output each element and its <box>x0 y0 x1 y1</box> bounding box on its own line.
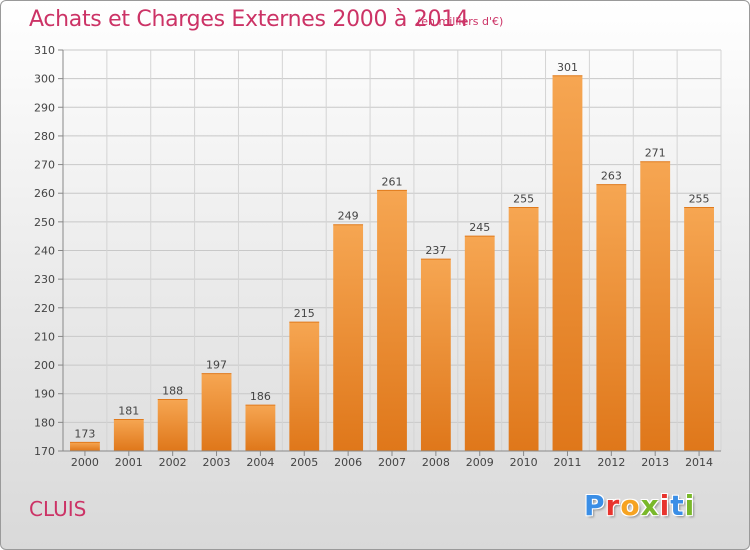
x-tick-label: 2014 <box>685 456 713 469</box>
chart-title: Achats et Charges Externes 2000 à 2014 <box>29 7 469 32</box>
logo-letter: i <box>659 489 671 522</box>
data-label: 255 <box>513 193 534 206</box>
data-label: 237 <box>425 244 446 257</box>
data-label: 249 <box>338 210 359 223</box>
logo-letter: P <box>584 489 606 522</box>
bar <box>420 259 451 451</box>
bar <box>201 373 232 451</box>
bar <box>333 224 364 451</box>
x-tick-label: 2000 <box>71 456 99 469</box>
bar <box>684 207 714 451</box>
data-label: 188 <box>162 384 183 397</box>
logo-letter: i <box>684 489 696 522</box>
y-tick-label: 200 <box>34 359 55 372</box>
bar <box>377 190 407 451</box>
x-tick-label: 2002 <box>159 456 187 469</box>
y-tick-label: 190 <box>34 388 55 401</box>
logo-letter: o <box>620 489 641 522</box>
data-label: 263 <box>601 170 622 183</box>
proxiti-logo: Proxiti <box>584 489 695 522</box>
bar <box>464 236 495 451</box>
data-label: 197 <box>206 359 227 372</box>
data-label: 271 <box>645 147 666 160</box>
bar <box>508 207 539 451</box>
x-tick-label: 2007 <box>378 456 406 469</box>
bar <box>552 75 583 452</box>
y-tick-label: 170 <box>34 445 55 458</box>
x-tick-label: 2006 <box>334 456 362 469</box>
data-label: 301 <box>557 61 578 74</box>
x-tick-label: 2004 <box>246 456 274 469</box>
y-tick-label: 180 <box>34 416 55 429</box>
y-tick-label: 310 <box>34 44 55 57</box>
data-label: 255 <box>689 193 710 206</box>
bar <box>113 419 144 451</box>
y-tick-label: 290 <box>34 101 55 114</box>
y-tick-label: 220 <box>34 302 55 315</box>
data-label: 181 <box>118 404 139 417</box>
x-tick-label: 2009 <box>466 456 494 469</box>
y-tick-label: 260 <box>34 187 55 200</box>
data-label: 173 <box>74 427 95 440</box>
x-tick-label: 2012 <box>597 456 625 469</box>
logo-letter: t <box>670 489 685 522</box>
bar <box>70 442 100 451</box>
data-label: 261 <box>382 175 403 188</box>
x-tick-label: 2005 <box>290 456 318 469</box>
y-tick-label: 230 <box>34 273 55 286</box>
bar <box>596 184 627 451</box>
logo-letter: x <box>640 489 660 522</box>
x-tick-label: 2008 <box>422 456 450 469</box>
chart-subtitle: (en milliers d'€) <box>417 15 504 28</box>
x-tick-label: 2001 <box>115 456 143 469</box>
x-tick-label: 2011 <box>553 456 581 469</box>
data-label: 245 <box>469 221 490 234</box>
y-tick-label: 210 <box>34 330 55 343</box>
x-tick-label: 2003 <box>203 456 231 469</box>
bar <box>157 399 188 451</box>
y-tick-label: 250 <box>34 216 55 229</box>
data-label: 186 <box>250 390 271 403</box>
bar <box>289 322 320 451</box>
y-tick-label: 240 <box>34 245 55 258</box>
y-tick-label: 300 <box>34 73 55 86</box>
y-tick-label: 270 <box>34 159 55 172</box>
y-tick-label: 280 <box>34 130 55 143</box>
data-label: 215 <box>294 307 315 320</box>
bar <box>640 161 671 451</box>
x-tick-label: 2010 <box>510 456 538 469</box>
commune-name: CLUIS <box>29 497 87 521</box>
x-tick-label: 2013 <box>641 456 669 469</box>
bar <box>245 405 276 451</box>
logo-letter: r <box>605 489 621 522</box>
